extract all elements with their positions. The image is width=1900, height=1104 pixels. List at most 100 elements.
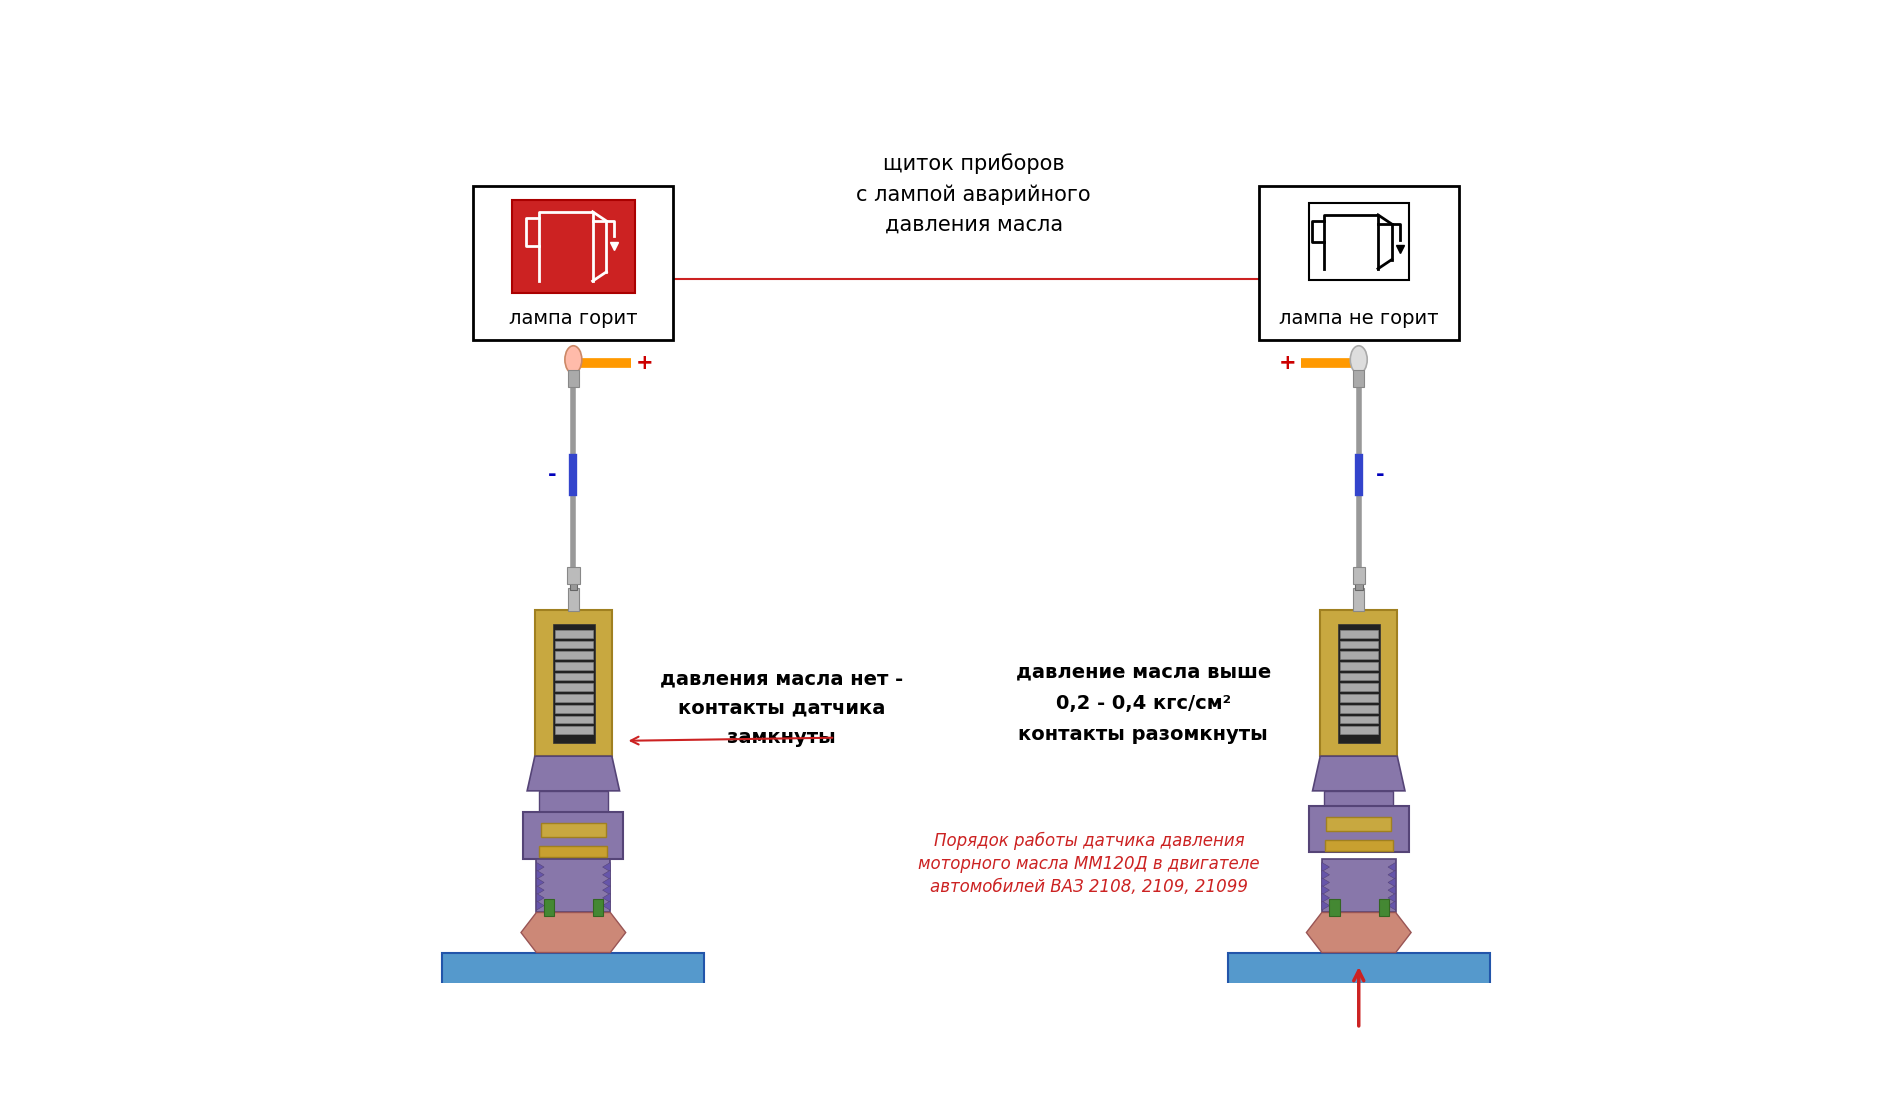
Polygon shape: [602, 885, 610, 894]
Text: -: -: [547, 465, 557, 485]
Bar: [1324, 790, 1393, 813]
Bar: [1340, 672, 1378, 680]
Bar: [555, 672, 593, 680]
Bar: [540, 847, 608, 857]
Bar: [1340, 694, 1378, 702]
Bar: [1340, 704, 1378, 712]
Text: замкнуты: замкнуты: [728, 729, 836, 747]
Bar: [1206, 1017, 1229, 1023]
Bar: [1309, 806, 1408, 852]
Text: автомобилей ВАЗ 2108, 2109, 21099: автомобилей ВАЗ 2108, 2109, 21099: [931, 878, 1248, 896]
Bar: [555, 640, 593, 648]
Text: +: +: [636, 352, 654, 373]
Bar: [555, 726, 593, 734]
Bar: [542, 824, 606, 837]
Bar: [1340, 683, 1378, 691]
Text: контакты разомкнуты: контакты разомкнуты: [1018, 725, 1267, 744]
Bar: [1340, 651, 1378, 659]
Bar: [555, 630, 593, 638]
Polygon shape: [536, 885, 543, 894]
Polygon shape: [1389, 885, 1396, 894]
Text: -: -: [1376, 465, 1385, 485]
Bar: [1340, 715, 1378, 723]
Text: лампа горит: лампа горит: [509, 309, 638, 328]
Bar: [540, 790, 608, 813]
Polygon shape: [602, 901, 610, 910]
Bar: [511, 200, 635, 293]
Bar: [1338, 624, 1379, 743]
Polygon shape: [602, 878, 610, 888]
Text: +: +: [1279, 352, 1296, 373]
Polygon shape: [602, 862, 610, 872]
Bar: [1353, 588, 1364, 612]
Polygon shape: [536, 901, 543, 910]
Text: контакты датчика: контакты датчика: [678, 699, 885, 718]
Bar: [1379, 899, 1389, 915]
Bar: [568, 588, 580, 612]
Bar: [1340, 726, 1378, 734]
Bar: [1340, 662, 1378, 670]
Bar: [568, 371, 580, 388]
Bar: [536, 609, 612, 756]
Polygon shape: [1307, 913, 1412, 953]
Bar: [555, 704, 593, 712]
Bar: [1340, 640, 1378, 648]
Bar: [473, 187, 673, 340]
Bar: [555, 694, 593, 702]
Ellipse shape: [1351, 346, 1368, 373]
Bar: [1353, 566, 1364, 584]
Text: давления масла нет -: давления масла нет -: [659, 670, 902, 689]
Polygon shape: [1389, 878, 1396, 888]
Polygon shape: [1322, 870, 1330, 880]
Bar: [443, 953, 705, 986]
Polygon shape: [526, 756, 619, 790]
Bar: [422, 1017, 445, 1023]
Polygon shape: [536, 878, 543, 888]
Polygon shape: [1322, 885, 1330, 894]
Bar: [1309, 203, 1408, 280]
Polygon shape: [1322, 893, 1330, 902]
Text: давление масла выше: давление масла выше: [1015, 662, 1271, 681]
Polygon shape: [1322, 901, 1330, 910]
Text: лампа не горит: лампа не горит: [1279, 309, 1438, 328]
Polygon shape: [536, 862, 543, 872]
Polygon shape: [1322, 862, 1330, 872]
Polygon shape: [1389, 870, 1396, 880]
Text: 0,2 - 0,4 кгс/см²: 0,2 - 0,4 кгс/см²: [1056, 694, 1231, 713]
Polygon shape: [536, 870, 543, 880]
Bar: [429, 986, 433, 1015]
Bar: [1324, 840, 1393, 851]
Bar: [536, 859, 610, 913]
Polygon shape: [602, 893, 610, 902]
Bar: [1355, 582, 1362, 590]
Bar: [1330, 899, 1340, 915]
Polygon shape: [602, 870, 610, 880]
Polygon shape: [1389, 901, 1396, 910]
Text: Порядок работы датчика давления: Порядок работы датчика давления: [935, 831, 1244, 850]
Text: моторного масла ММ120Д в двигателе: моторного масла ММ120Д в двигателе: [918, 854, 1260, 873]
Bar: [1214, 986, 1218, 1015]
Ellipse shape: [564, 346, 581, 373]
Polygon shape: [521, 913, 625, 953]
Polygon shape: [1313, 756, 1404, 790]
Bar: [555, 715, 593, 723]
Bar: [568, 566, 580, 584]
Bar: [1322, 859, 1396, 913]
Text: щиток приборов
с лампой аварийного
давления масла: щиток приборов с лампой аварийного давле…: [857, 153, 1091, 234]
Polygon shape: [1389, 862, 1396, 872]
Polygon shape: [1389, 893, 1396, 902]
Polygon shape: [536, 893, 543, 902]
Polygon shape: [1322, 878, 1330, 888]
Bar: [553, 624, 595, 743]
Bar: [543, 899, 555, 915]
Bar: [1340, 630, 1378, 638]
Bar: [570, 582, 578, 590]
Bar: [1258, 187, 1459, 340]
Bar: [555, 651, 593, 659]
Bar: [1326, 817, 1391, 831]
Bar: [1353, 371, 1364, 388]
Bar: [555, 683, 593, 691]
Bar: [593, 899, 604, 915]
Bar: [522, 813, 623, 859]
Bar: [555, 662, 593, 670]
